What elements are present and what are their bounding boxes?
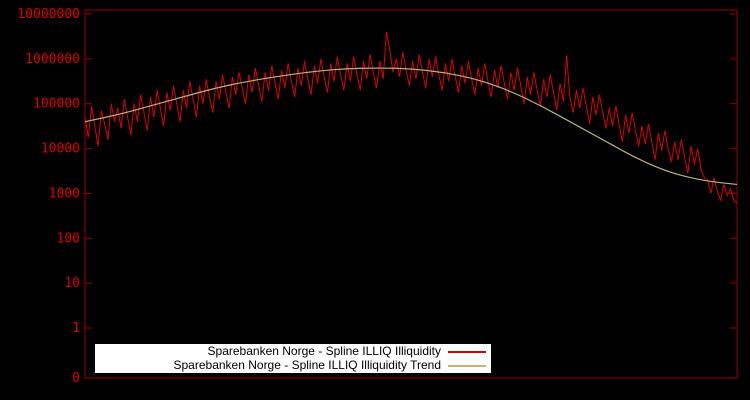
y-tick-label: 1	[72, 321, 80, 336]
red-line-swatch	[448, 350, 486, 353]
y-tick-label: 0	[72, 371, 80, 386]
legend-item-illiquidity: Sparebanken Norge - Spline ILLIQ Illiqui…	[95, 345, 491, 358]
plot-border	[84, 9, 738, 379]
y-tick-label: 100000	[33, 97, 80, 112]
y-tick-label: 1000000	[25, 52, 80, 67]
y-tick-label: 10000	[41, 142, 80, 157]
y-tick-label: 10	[64, 276, 80, 291]
legend: Sparebanken Norge - Spline ILLIQ Illiqui…	[95, 344, 491, 373]
series-line-1	[84, 67, 738, 186]
legend-label-illiquidity: Sparebanken Norge - Spline ILLIQ Illiqui…	[207, 344, 441, 358]
series-line-0	[84, 31, 738, 204]
legend-label-trend: Sparebanken Norge - Spline ILLIQ Illiqui…	[173, 358, 442, 372]
y-tick-label: 1000	[49, 186, 80, 201]
y-tick-label: 10000000	[17, 7, 80, 22]
trend-line-swatch	[448, 364, 486, 367]
y-tick-label: 100	[57, 231, 80, 246]
legend-item-trend: Sparebanken Norge - Spline ILLIQ Illiqui…	[95, 359, 491, 372]
